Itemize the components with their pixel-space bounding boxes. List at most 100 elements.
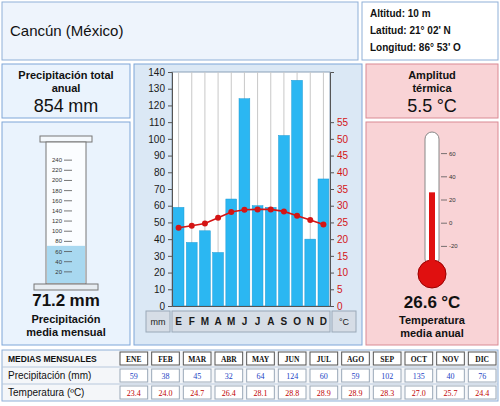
gauge-tick (441, 200, 447, 201)
bar (200, 231, 211, 306)
table-cell (468, 352, 496, 365)
table-title: MEDIAS MENSUALES (8, 354, 97, 364)
panel (2, 64, 130, 118)
bar (265, 207, 276, 306)
month-header: NOV (442, 355, 459, 364)
panel (366, 64, 498, 118)
panel (366, 122, 498, 345)
tick-label: 40 (154, 234, 166, 245)
tick-label: A (267, 316, 274, 327)
month-header: AGO (347, 355, 364, 364)
tick-mark (330, 189, 334, 190)
table-value: 28.3 (380, 389, 394, 398)
gauge-tick (64, 190, 72, 191)
gauge-tick-label: 60 (55, 249, 62, 255)
month-header: SEP (380, 355, 394, 364)
table-value: 40 (447, 372, 455, 381)
thermometer-column (429, 192, 435, 272)
tick-mark (330, 122, 334, 123)
table-cell (278, 352, 306, 365)
marker (281, 208, 287, 214)
month-strip (172, 311, 330, 332)
gauge-tick-label: 40 (449, 174, 456, 180)
cylinder-base (34, 284, 98, 290)
tick: 80 (154, 167, 172, 178)
table-cell (405, 386, 433, 399)
tick-label: 30 (337, 200, 349, 211)
tick-label: 50 (337, 134, 349, 145)
table-value: 27.0 (412, 389, 426, 398)
tick-label: 15 (337, 251, 349, 262)
tick: 70 (154, 184, 172, 195)
table-value: 23.4 (127, 389, 141, 398)
location-info: Latitud: 21° 02' N (370, 25, 451, 36)
tick-label: 55 (337, 117, 349, 128)
gauge-tick-label: 200 (52, 177, 63, 183)
bar (318, 179, 329, 306)
tick: 25 (330, 217, 349, 228)
tick: 10 (154, 284, 172, 295)
tick: 20 (154, 267, 172, 278)
unit: mm (70, 291, 100, 310)
grid (179, 72, 324, 306)
table-cell (310, 352, 338, 365)
tick-label: 20 (337, 234, 349, 245)
tick-mark (168, 306, 172, 307)
panel-caption-line: Precipitación (31, 313, 100, 325)
unit: °C (437, 96, 457, 116)
tick: S (281, 306, 288, 327)
table-cell (278, 369, 306, 382)
table-cell (437, 352, 465, 365)
tick: 130 (148, 83, 172, 94)
tick-label: A (214, 316, 221, 327)
panel-value: 26.6°C (404, 293, 460, 312)
panel-title-line: térmica (412, 82, 452, 94)
table-cell (183, 352, 211, 365)
tick-mark (168, 172, 172, 173)
marker (255, 206, 261, 212)
table-value: 59 (352, 372, 360, 381)
tick: 90 (154, 150, 172, 161)
tick-label: O (293, 316, 301, 327)
gauge-tick-label: 20 (449, 197, 456, 203)
table-value: 24.7 (190, 389, 204, 398)
bar (213, 253, 224, 306)
tick: F (189, 306, 195, 327)
tick-label: D (320, 316, 327, 327)
row-label: Precipitación (mm) (8, 370, 91, 381)
gauge-tick (64, 231, 72, 232)
gauge-tick-label: 60 (449, 151, 456, 157)
gauge-tick (64, 200, 72, 201)
gauge-tick (64, 210, 72, 211)
gauge-tick-label: 80 (55, 238, 62, 244)
table-value: 28.8 (285, 389, 299, 398)
gauge-tick (64, 251, 72, 252)
unit-box (332, 311, 356, 332)
month-header: MAR (188, 355, 206, 364)
month-header: JUL (317, 355, 331, 364)
tick-label: 25 (337, 217, 349, 228)
table-value: 45 (193, 372, 201, 381)
tick-label: 30 (154, 251, 166, 262)
table-cell (247, 352, 275, 365)
tick: 5 (330, 284, 343, 295)
location-info: Longitud: 86° 53' O (370, 42, 461, 53)
tick: 140 (148, 67, 172, 78)
tick: 55 (330, 117, 349, 128)
table-cell (215, 352, 243, 365)
y-axis: 0102030405060708090100110120130140 (148, 67, 172, 312)
table-cell (310, 369, 338, 382)
tick: 35 (330, 184, 349, 195)
tick-mark (168, 72, 172, 73)
tick: 0 (330, 301, 343, 312)
table-cell (468, 386, 496, 399)
info-box (362, 2, 498, 60)
gauge-tick (64, 241, 72, 242)
gauge-tick (441, 153, 447, 154)
gauge-tick-label: 220 (52, 167, 63, 173)
unit-box (146, 311, 170, 332)
header-box (2, 2, 358, 60)
tick: 120 (148, 100, 172, 111)
tick-label: 0 (337, 301, 343, 312)
tick-label: 110 (149, 117, 165, 128)
